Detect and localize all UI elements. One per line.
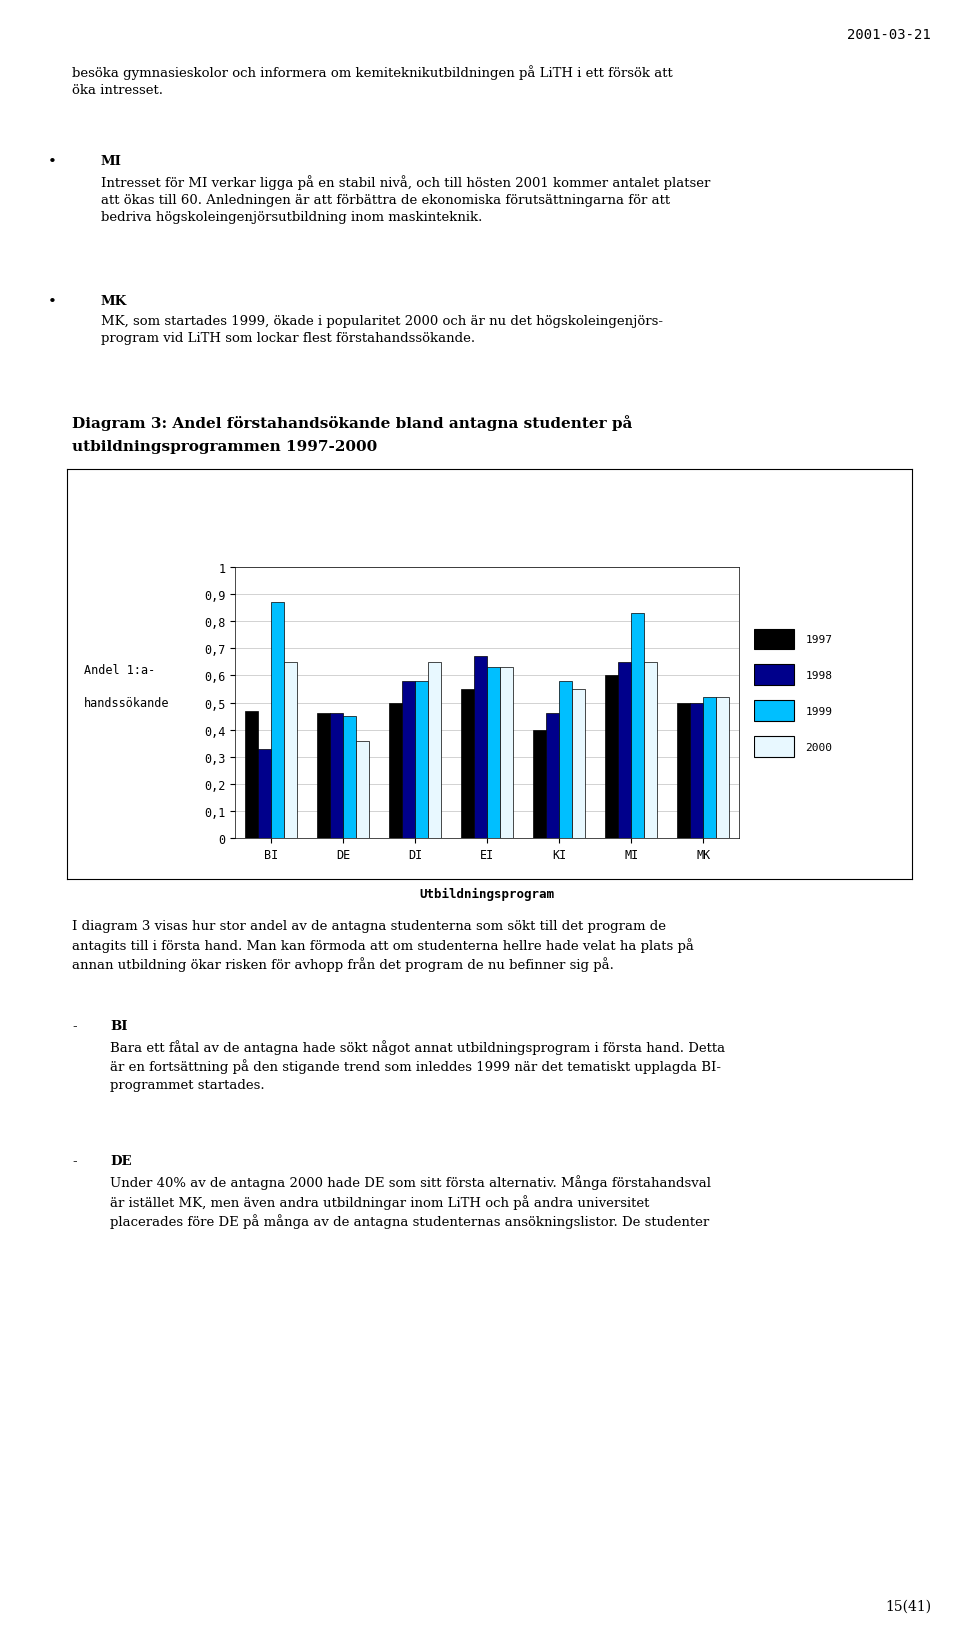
Bar (632, 613, 644, 839)
Text: Bara ett fåtal av de antagna hade sökt något annat utbildningsprogram i första h: Bara ett fåtal av de antagna hade sökt n… (110, 1040, 726, 1090)
Bar (716, 698, 729, 839)
Text: MK, som startades 1999, ökade i popularitet 2000 och är nu det högskoleingenjörs: MK, som startades 1999, ökade i populari… (101, 315, 662, 346)
Bar (246, 711, 258, 839)
Text: 2001-03-21: 2001-03-21 (848, 28, 931, 42)
Text: •: • (48, 155, 57, 170)
Bar (428, 662, 442, 839)
Bar (487, 668, 500, 839)
Bar (317, 714, 330, 839)
Text: 2000: 2000 (805, 742, 832, 751)
Bar (644, 662, 657, 839)
Bar (415, 681, 428, 839)
Text: -: - (72, 1154, 77, 1167)
Text: 15(41): 15(41) (885, 1599, 931, 1614)
Text: -: - (72, 1019, 77, 1032)
Text: besöka gymnasieskolor och informera om kemiteknikutbildningen på LiTH i ett förs: besöka gymnasieskolor och informera om k… (72, 65, 673, 96)
Bar (284, 662, 297, 839)
Bar (390, 703, 402, 839)
Bar (546, 714, 559, 839)
Text: Diagram 3: Andel förstahandsökande bland antagna studenter på: Diagram 3: Andel förstahandsökande bland… (72, 414, 633, 430)
Text: handssökande: handssökande (84, 696, 170, 709)
Text: Andel 1:a-: Andel 1:a- (84, 663, 156, 676)
Bar (330, 714, 344, 839)
Bar (605, 676, 618, 839)
Bar (754, 665, 794, 686)
Text: BI: BI (110, 1019, 128, 1032)
Bar (754, 629, 794, 650)
Text: 1997: 1997 (805, 634, 832, 644)
Bar (344, 717, 356, 839)
Text: Intresset för MI verkar ligga på en stabil nivå, och till hösten 2001 kommer ant: Intresset för MI verkar ligga på en stab… (101, 174, 710, 223)
Bar (258, 750, 271, 839)
Bar (461, 689, 474, 839)
Text: DE: DE (110, 1154, 132, 1167)
Text: MK: MK (101, 295, 127, 308)
Text: •: • (48, 295, 57, 308)
Bar (271, 603, 284, 839)
Bar (678, 703, 690, 839)
Bar (754, 701, 794, 722)
Bar (703, 698, 716, 839)
Bar (559, 681, 572, 839)
Text: MI: MI (101, 155, 122, 168)
Bar (500, 668, 513, 839)
Bar (402, 681, 415, 839)
Text: 1999: 1999 (805, 706, 832, 716)
Text: utbildningsprogrammen 1997-2000: utbildningsprogrammen 1997-2000 (72, 440, 377, 453)
Text: I diagram 3 visas hur stor andel av de antagna studenterna som sökt till det pro: I diagram 3 visas hur stor andel av de a… (72, 919, 694, 971)
Bar (474, 657, 488, 839)
Text: 1998: 1998 (805, 670, 832, 680)
Bar (356, 742, 369, 839)
Bar (690, 703, 703, 839)
Bar (572, 689, 585, 839)
Bar (534, 730, 546, 839)
Text: Utbildningsprogram: Utbildningsprogram (420, 887, 555, 901)
Bar (754, 737, 794, 758)
Text: Under 40% av de antagna 2000 hade DE som sitt första alternativ. Många förstahan: Under 40% av de antagna 2000 hade DE som… (110, 1174, 711, 1229)
Bar (618, 662, 632, 839)
